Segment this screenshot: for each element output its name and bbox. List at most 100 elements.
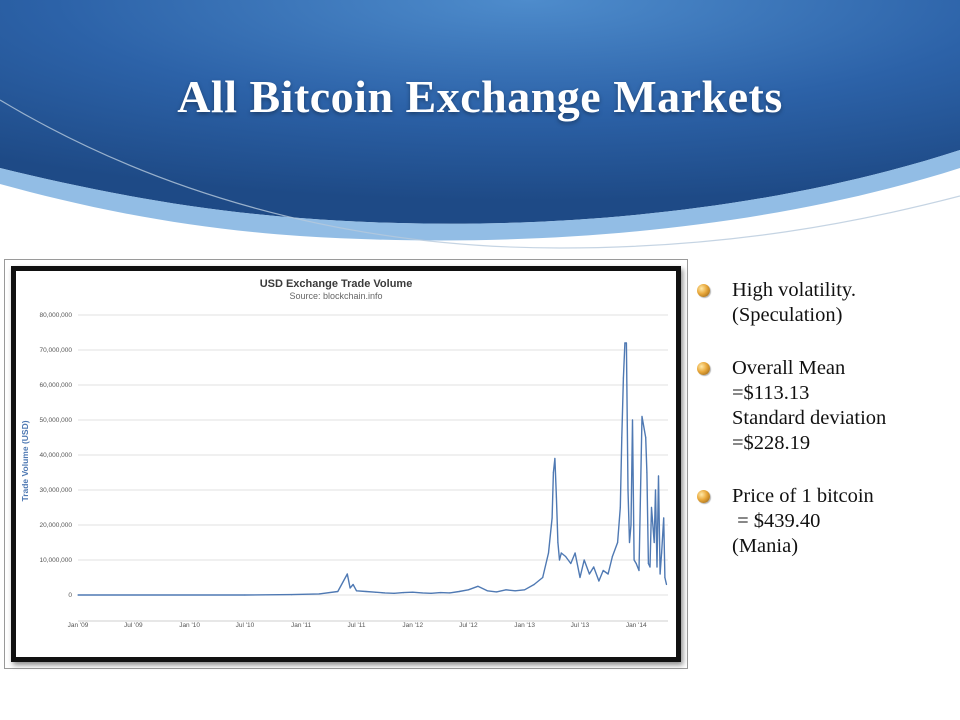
data-point (665, 583, 668, 586)
data-point (588, 573, 591, 575)
chart-series (77, 342, 668, 596)
data-point (649, 566, 651, 568)
data-point (593, 566, 595, 568)
bullet-item: Overall Mean =$113.13 Standard deviation =$… (696, 356, 958, 456)
chart-subtitle: Source: blockchain.info (289, 291, 382, 301)
data-point (646, 471, 648, 474)
x-tick-label: Jan '13 (514, 622, 535, 629)
data-point (659, 573, 661, 575)
data-point (352, 583, 354, 586)
bullet-text-line: =$228.19 (732, 432, 811, 454)
bullet-text-line: High volatility. (732, 279, 856, 301)
data-point (533, 583, 535, 586)
data-point (349, 587, 351, 589)
data-point (524, 589, 526, 591)
data-point (557, 541, 559, 544)
data-point (430, 592, 432, 594)
data-point (630, 524, 632, 526)
y-tick-label: 80,000,000 (39, 312, 72, 319)
x-tick-label: Jul '12 (459, 622, 478, 629)
data-point (318, 593, 320, 595)
bullet-ball-icon (697, 490, 710, 503)
data-point (467, 589, 469, 591)
x-tick-label: Jan '11 (291, 622, 312, 629)
chart-frame: USD Exchange Trade Volume Source: blockc… (4, 259, 688, 669)
y-tick-label: 30,000,000 (39, 487, 72, 494)
data-point (621, 436, 623, 439)
y-tick-label: 10,000,000 (39, 557, 72, 564)
y-tick-label: 50,000,000 (39, 417, 72, 424)
data-point (663, 517, 665, 519)
data-point (421, 592, 423, 594)
data-point (374, 591, 376, 593)
data-point (650, 506, 653, 509)
chart-box: USD Exchange Trade Volume Source: blockc… (11, 266, 681, 662)
bullet-text-line: = $439.40 (732, 510, 821, 532)
bullet-text-line: Standard deviation (732, 407, 887, 429)
data-point (514, 590, 516, 592)
x-tick-label: Jan '10 (179, 622, 200, 629)
data-point (617, 541, 619, 544)
data-point (619, 506, 621, 509)
bullet-ball-icon (697, 362, 710, 375)
data-point (384, 592, 386, 594)
y-axis-label: Trade Volume (USD) (20, 420, 30, 501)
slide-title: All Bitcoin Exchange Markets (177, 71, 783, 122)
data-point (624, 342, 626, 344)
data-point (337, 590, 339, 593)
bullet-ball-icon (697, 284, 710, 297)
data-point (625, 342, 628, 344)
data-point (641, 415, 643, 418)
data-point (647, 562, 650, 565)
data-point (602, 569, 604, 572)
x-tick-label: Jan '12 (402, 622, 423, 629)
x-tick-label: Jul '13 (571, 622, 590, 629)
x-tick-labels: Jan '09 Jul '09 Jan '10 Jul '10 Jan '11 Jul '… (68, 622, 647, 629)
x-tick-label: Jan '14 (626, 622, 647, 629)
x-tick-label: Jul '11 (347, 622, 365, 629)
data-point (346, 573, 348, 575)
data-point (551, 517, 553, 519)
data-point (574, 552, 576, 554)
data-point (477, 585, 479, 587)
data-point (627, 489, 629, 491)
data-point (633, 559, 635, 561)
data-point (552, 471, 555, 474)
x-tick-label: Jul '09 (124, 622, 143, 629)
data-point (579, 576, 581, 579)
data-point (654, 489, 657, 491)
data-point (570, 562, 572, 565)
data-point (607, 573, 609, 575)
data-point (555, 496, 558, 498)
data-point (486, 590, 488, 592)
data-point (622, 377, 625, 379)
data-point (402, 592, 404, 594)
banner-shape (0, 0, 960, 224)
data-point (583, 559, 585, 561)
trade-volume-chart: USD Exchange Trade Volume Source: blockc… (20, 278, 668, 629)
bullet-text-line: (Mania) (732, 535, 799, 557)
y-tick-label: 70,000,000 (39, 347, 72, 354)
data-point (611, 555, 614, 558)
banner-swoosh (0, 150, 960, 241)
bullet-list: High volatility. (Speculation) Overall Mea… (696, 278, 958, 587)
data-point (547, 552, 550, 554)
data-point (657, 475, 660, 477)
data-point (77, 594, 79, 596)
data-point (440, 592, 442, 594)
y-tick-label: 20,000,000 (39, 522, 72, 529)
bullet-text-line: =$113.13 (732, 382, 810, 404)
data-point (495, 591, 498, 593)
bullet-text-line: Overall Mean (732, 357, 846, 379)
data-point (560, 552, 562, 554)
y-tick-label: 40,000,000 (39, 452, 72, 459)
chart-title: USD Exchange Trade Volume (260, 278, 413, 290)
data-point (656, 566, 658, 568)
y-tick-label: 60,000,000 (39, 382, 72, 389)
data-point (412, 591, 414, 593)
data-point (355, 590, 358, 592)
data-point (365, 590, 367, 593)
data-point (458, 590, 460, 593)
data-point (598, 580, 600, 582)
data-point (565, 555, 567, 558)
